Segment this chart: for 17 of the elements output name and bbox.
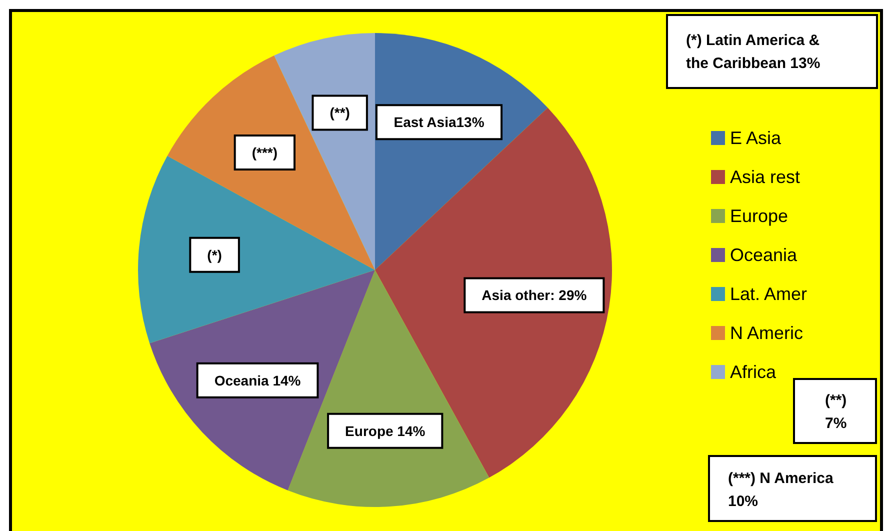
data-label: (**) [330, 104, 350, 121]
legend-label: N Americ [730, 323, 804, 343]
legend-label: Europe [730, 206, 788, 226]
legend-label: E Asia [730, 128, 782, 148]
text: (**) 7% [793, 378, 877, 444]
text: (***) N America 10% [708, 455, 877, 522]
data-label: (*) [207, 246, 222, 263]
data-label: (***) [252, 144, 278, 161]
legend-label: Lat. Amer [730, 284, 808, 304]
data-label: Asia other: 29% [482, 287, 588, 304]
data-label: Europe 14% [345, 422, 426, 439]
data-label: East Asia13% [394, 114, 485, 130]
legend-label: Africa [730, 362, 777, 382]
data-label: Oceania 14% [214, 372, 302, 388]
legend-label: Asia rest [730, 167, 800, 187]
text: (*) Latin America & the Caribbean 13% [666, 14, 878, 89]
legend-label: Oceania [730, 245, 798, 265]
